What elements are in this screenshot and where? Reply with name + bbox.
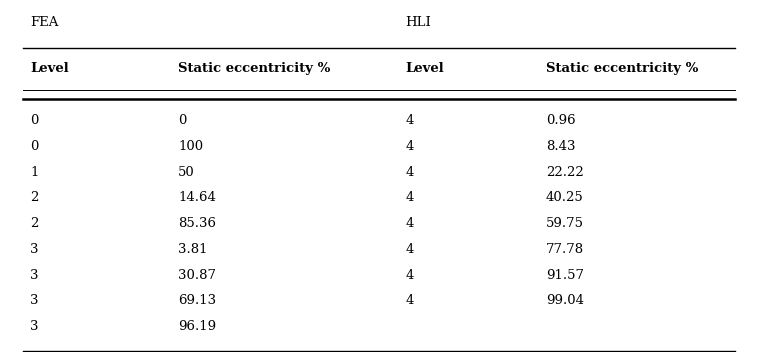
- Text: 4: 4: [406, 269, 414, 282]
- Text: 4: 4: [406, 243, 414, 256]
- Text: 3: 3: [30, 294, 39, 307]
- Text: 3: 3: [30, 320, 39, 333]
- Text: 59.75: 59.75: [546, 217, 584, 230]
- Text: 4: 4: [406, 114, 414, 127]
- Text: 85.36: 85.36: [178, 217, 216, 230]
- Text: 100: 100: [178, 140, 203, 153]
- Text: 3: 3: [30, 269, 39, 282]
- Text: 4: 4: [406, 217, 414, 230]
- Text: 96.19: 96.19: [178, 320, 216, 333]
- Text: 4: 4: [406, 191, 414, 205]
- Text: 0.96: 0.96: [546, 114, 575, 127]
- Text: 99.04: 99.04: [546, 294, 584, 307]
- Text: FEA: FEA: [30, 16, 58, 29]
- Text: 30.87: 30.87: [178, 269, 216, 282]
- Text: 2: 2: [30, 217, 39, 230]
- Text: 0: 0: [30, 140, 39, 153]
- Text: Level: Level: [406, 62, 444, 75]
- Text: 3: 3: [30, 243, 39, 256]
- Text: 3.81: 3.81: [178, 243, 208, 256]
- Text: HLI: HLI: [406, 16, 431, 29]
- Text: 4: 4: [406, 140, 414, 153]
- Text: 0: 0: [30, 114, 39, 127]
- Text: 91.57: 91.57: [546, 269, 584, 282]
- Text: 0: 0: [178, 114, 186, 127]
- Text: 14.64: 14.64: [178, 191, 216, 205]
- Text: Static eccentricity %: Static eccentricity %: [546, 62, 698, 75]
- Text: Level: Level: [30, 62, 69, 75]
- Text: 8.43: 8.43: [546, 140, 575, 153]
- Text: 4: 4: [406, 166, 414, 179]
- Text: Static eccentricity %: Static eccentricity %: [178, 62, 330, 75]
- Text: 4: 4: [406, 294, 414, 307]
- Text: 2: 2: [30, 191, 39, 205]
- Text: 40.25: 40.25: [546, 191, 584, 205]
- Text: 50: 50: [178, 166, 195, 179]
- Text: 69.13: 69.13: [178, 294, 216, 307]
- Text: 22.22: 22.22: [546, 166, 584, 179]
- Text: 77.78: 77.78: [546, 243, 584, 256]
- Text: 1: 1: [30, 166, 39, 179]
